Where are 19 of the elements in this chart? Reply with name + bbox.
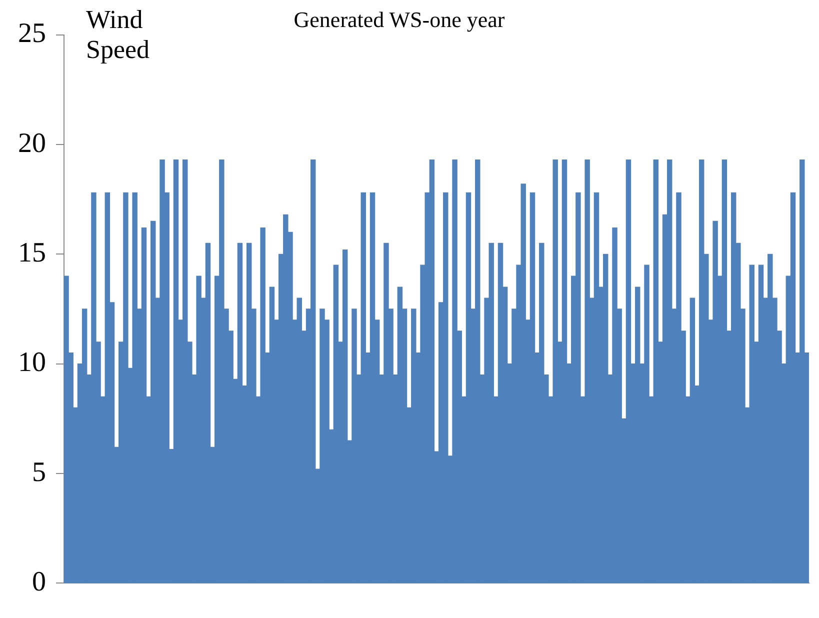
y-tick-label: 20 (18, 128, 46, 159)
y-tick-label: 0 (32, 566, 46, 598)
chart-title: Generated WS-one year (294, 6, 506, 32)
bar (310, 160, 316, 584)
y-tick-label: 15 (18, 238, 46, 269)
bar (530, 192, 536, 584)
y-tick-label: 25 (18, 18, 46, 50)
bar (237, 242, 243, 584)
bar (141, 228, 147, 584)
y-axis-title: Wind Speed (86, 4, 150, 64)
bar (342, 249, 348, 584)
bar (173, 160, 179, 584)
bar (626, 160, 632, 584)
y-tick-label: 5 (32, 456, 46, 488)
bar (722, 160, 728, 584)
bar (790, 192, 796, 584)
y-tick-label: 10 (18, 347, 46, 378)
bar (562, 160, 568, 584)
bar (205, 242, 211, 584)
